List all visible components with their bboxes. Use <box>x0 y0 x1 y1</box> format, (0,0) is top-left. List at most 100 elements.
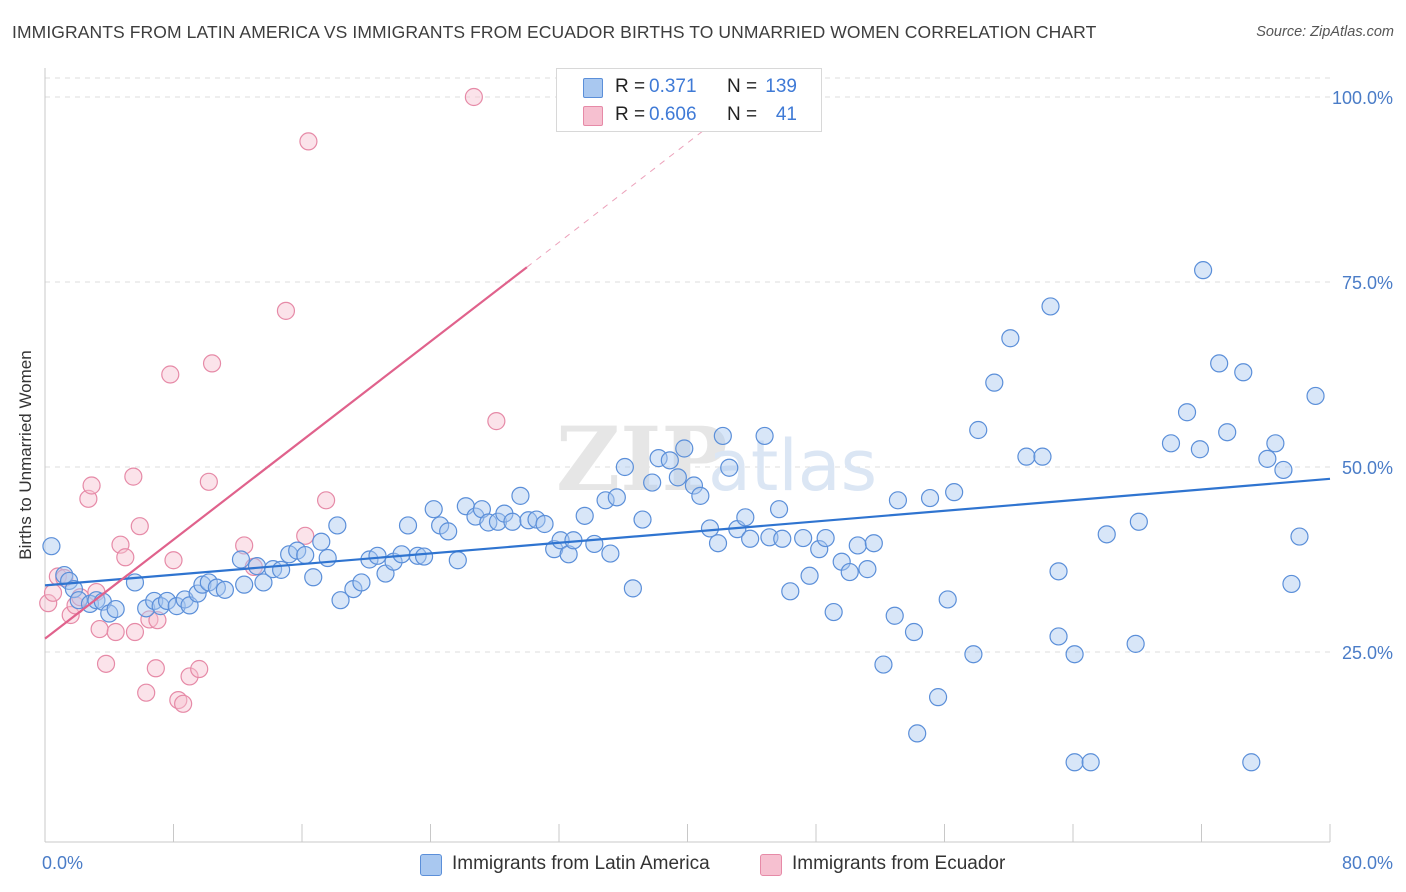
data-point <box>794 528 813 548</box>
data-point <box>928 688 948 707</box>
data-point <box>1001 329 1020 348</box>
data-point <box>623 579 642 598</box>
legend-r-label: R = <box>615 76 646 97</box>
data-point <box>448 551 467 570</box>
data-point <box>254 573 273 592</box>
data-point <box>235 536 254 555</box>
data-point <box>296 526 315 545</box>
data-point <box>247 557 267 576</box>
data-point <box>1234 363 1253 382</box>
data-point <box>885 606 904 625</box>
data-point <box>848 536 867 555</box>
data-point <box>888 491 908 510</box>
data-point <box>318 548 337 568</box>
data-point <box>272 560 291 579</box>
data-point <box>858 560 877 579</box>
data-point <box>106 599 125 619</box>
data-point <box>464 87 483 107</box>
data-point <box>675 439 694 458</box>
legend-label: Immigrants from Latin America <box>452 853 710 874</box>
data-point <box>781 582 800 601</box>
data-point <box>1065 645 1084 664</box>
legend-swatch-pink <box>583 106 603 126</box>
data-point <box>769 500 789 519</box>
data-point <box>1190 440 1209 459</box>
y-tick-label: 25.0% <box>1342 643 1393 663</box>
data-point <box>800 566 819 585</box>
data-point <box>352 573 371 592</box>
source-credit: Source: ZipAtlas.com <box>1256 24 1394 40</box>
data-point <box>545 540 564 559</box>
data-point <box>596 491 615 510</box>
data-point <box>535 514 554 534</box>
x-tick-label: 0.0% <box>42 853 83 873</box>
data-point <box>79 489 98 508</box>
data-point <box>874 655 893 674</box>
data-point <box>1210 354 1229 373</box>
data-point <box>1177 403 1197 422</box>
data-point <box>299 132 318 151</box>
data-point <box>1049 627 1068 646</box>
trend-lines <box>44 111 1331 640</box>
data-point <box>96 654 116 673</box>
data-point <box>1129 512 1148 531</box>
data-point <box>146 659 165 678</box>
data-point <box>607 488 626 507</box>
data-point <box>1290 527 1309 546</box>
data-point <box>215 580 234 599</box>
data-point <box>424 500 443 519</box>
data-point <box>130 517 149 536</box>
data-point <box>511 486 530 505</box>
data-point <box>69 591 88 610</box>
data-point <box>190 659 209 679</box>
data-point <box>296 545 315 565</box>
data-point <box>559 545 578 564</box>
data-point <box>1081 753 1100 772</box>
data-point <box>708 534 728 553</box>
legend-swatch-pink <box>760 854 782 876</box>
data-point <box>736 508 755 527</box>
data-point <box>42 537 61 556</box>
data-point <box>1065 753 1084 772</box>
legend-r-label: R = <box>615 104 646 125</box>
data-point <box>700 519 720 538</box>
y-tick-label: 100.0% <box>1332 88 1393 108</box>
x-tick-label: 80.0% <box>1342 853 1393 873</box>
data-point <box>174 694 193 713</box>
data-point <box>1097 525 1116 544</box>
y-tick-label: 75.0% <box>1342 273 1393 293</box>
trend-line-latin-america <box>44 477 1331 587</box>
data-point <box>1274 460 1293 480</box>
data-point <box>810 540 829 559</box>
data-point <box>235 575 254 594</box>
data-point <box>551 531 570 550</box>
data-point <box>920 488 940 508</box>
data-point <box>116 548 135 567</box>
data-point <box>938 590 957 609</box>
trend-line-ecuador-extension <box>526 111 728 268</box>
data-point <box>816 528 835 548</box>
data-point <box>908 724 927 743</box>
data-point <box>487 412 506 431</box>
data-point <box>479 513 498 532</box>
data-point <box>864 534 883 553</box>
data-point <box>1258 449 1277 468</box>
data-point <box>161 365 180 384</box>
data-point <box>148 611 167 630</box>
data-point <box>398 516 418 535</box>
y-tick-label: 50.0% <box>1342 458 1393 478</box>
chart-title: IMMIGRANTS FROM LATIN AMERICA VS IMMIGRA… <box>12 22 1097 42</box>
data-point <box>945 483 964 502</box>
data-point <box>1017 447 1036 466</box>
data-point <box>137 683 156 702</box>
data-point <box>180 667 199 686</box>
data-point <box>43 583 63 602</box>
data-point <box>1161 434 1181 453</box>
data-point <box>1049 562 1068 581</box>
data-point <box>1126 634 1145 653</box>
data-point <box>199 472 218 491</box>
data-point <box>691 486 710 505</box>
data-point <box>304 568 323 587</box>
data-point <box>188 584 207 603</box>
series-legend: Immigrants from Latin America Immigrants… <box>0 852 1406 878</box>
